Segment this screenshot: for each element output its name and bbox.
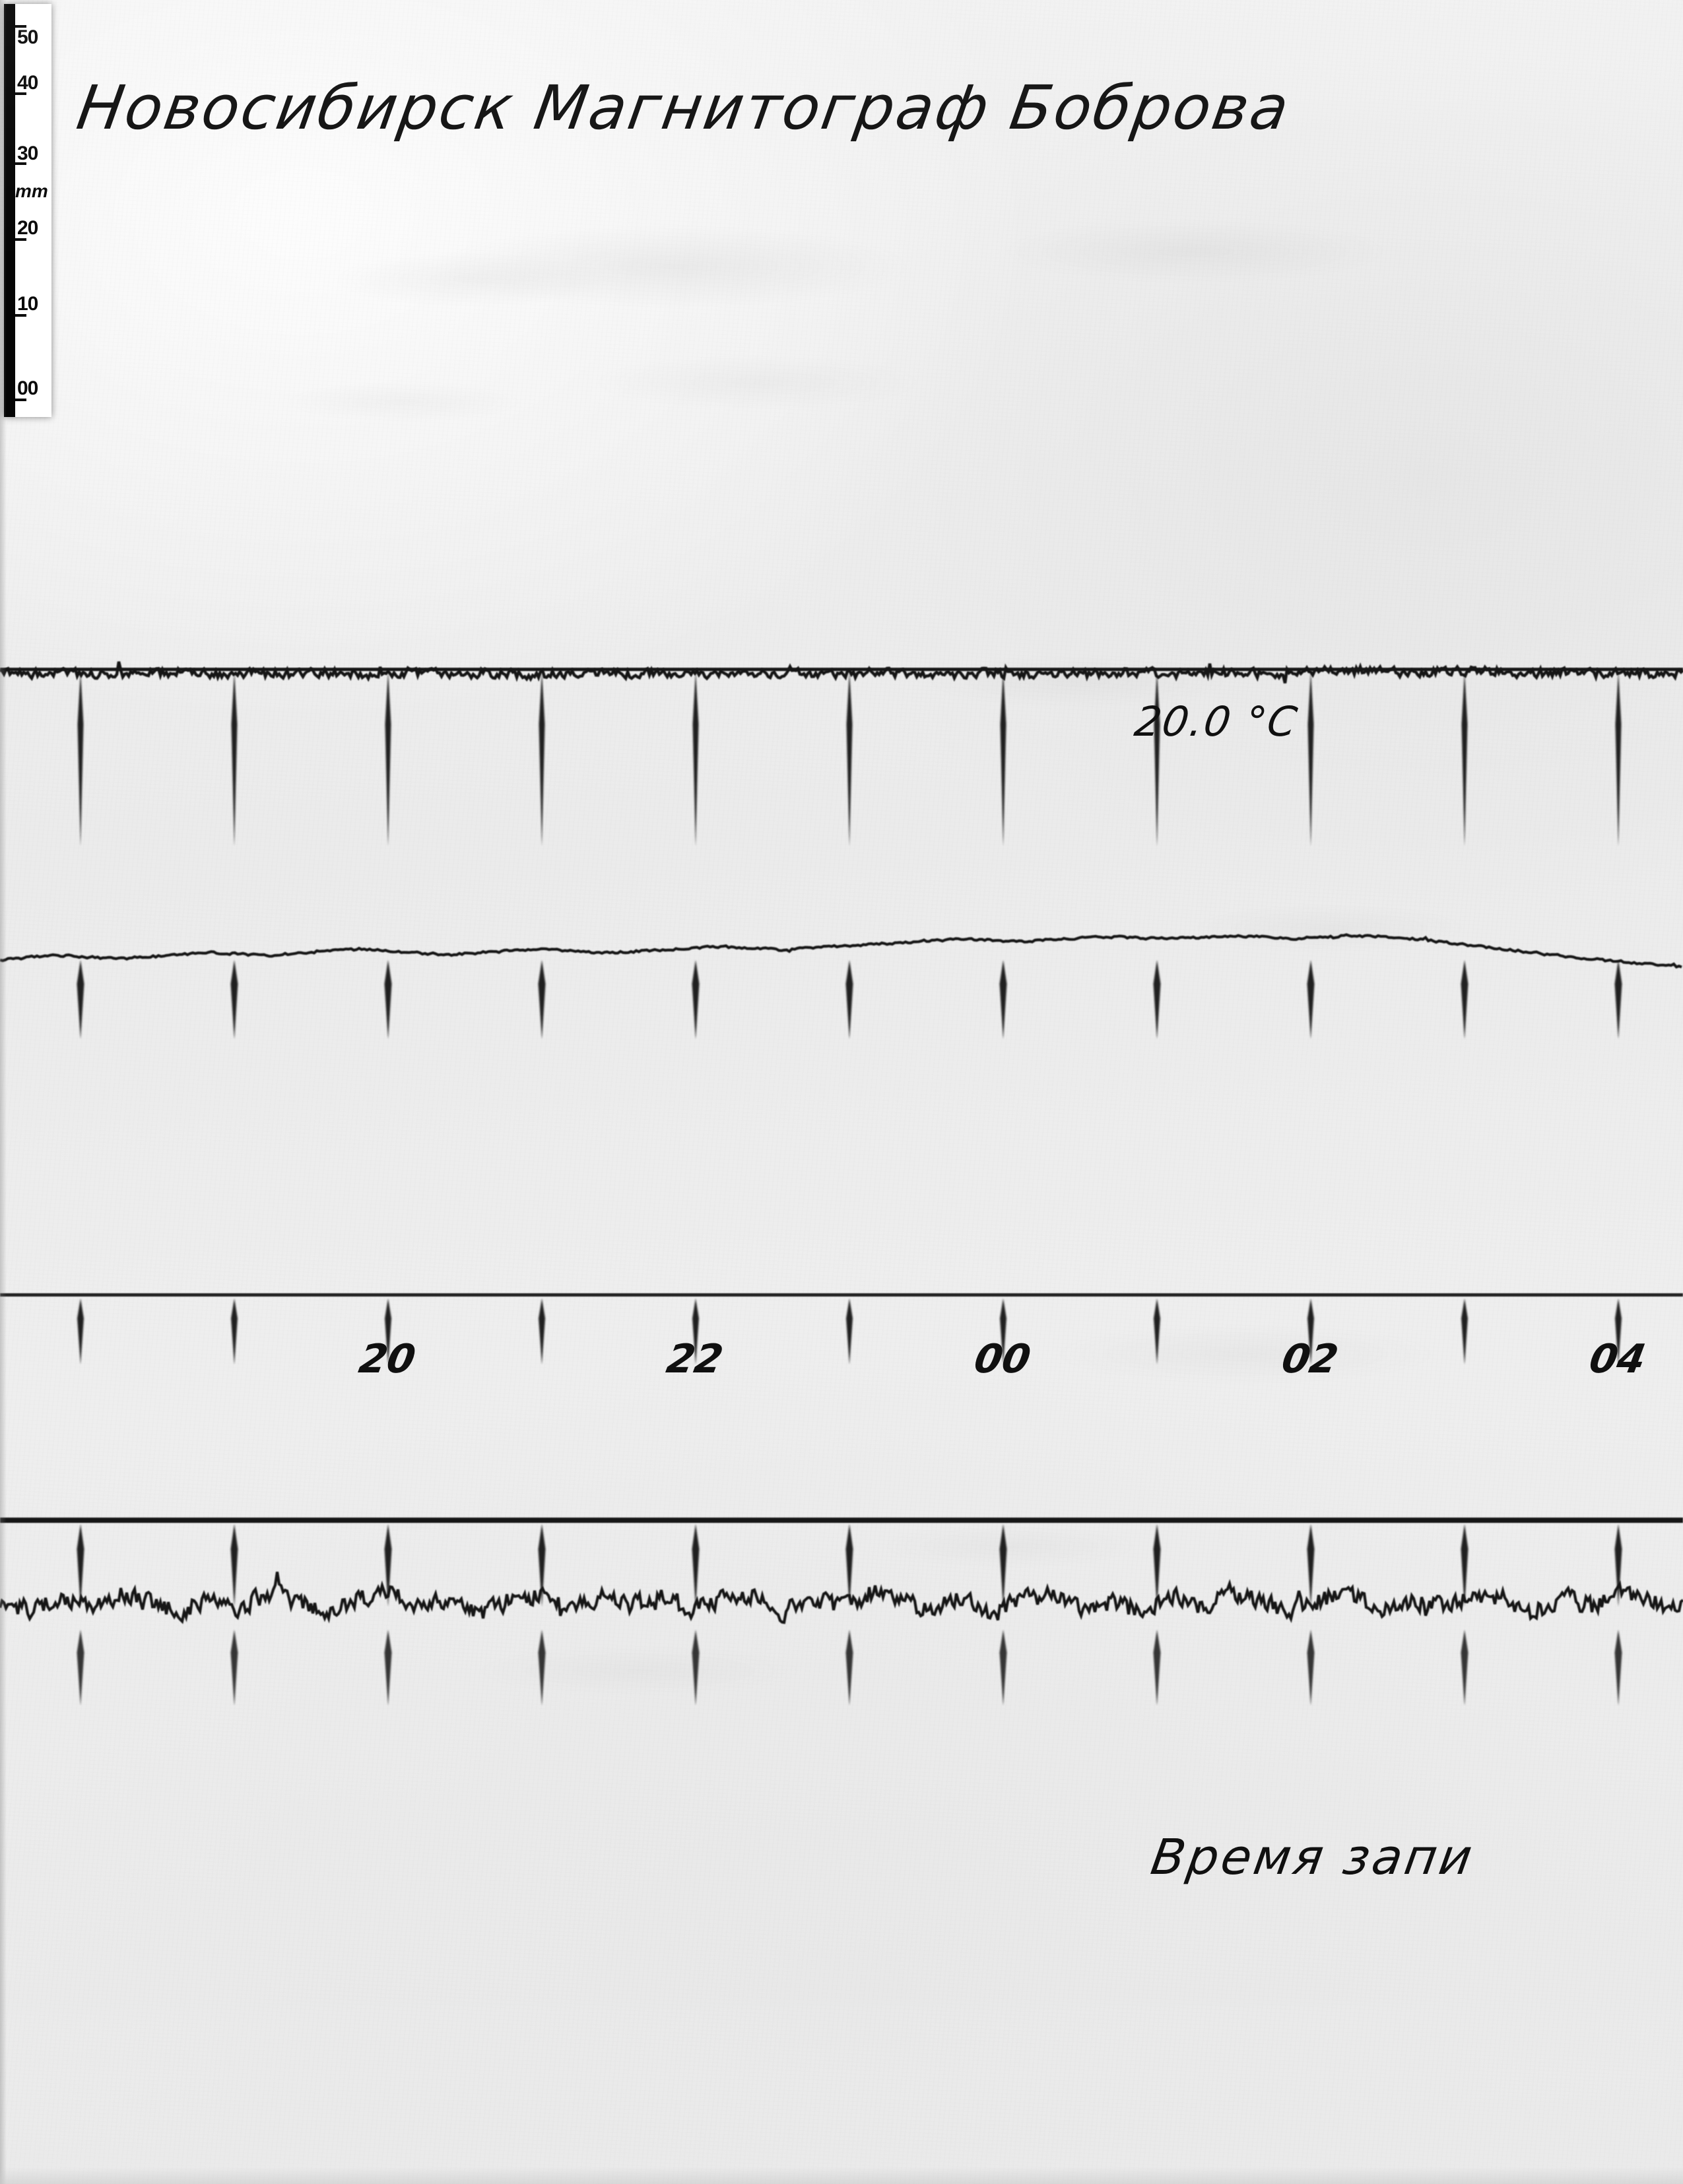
time-axis-label-00: 00 bbox=[970, 1336, 1034, 1382]
hour-tick bbox=[1614, 960, 1622, 1039]
ruler-tick-20 bbox=[15, 238, 26, 241]
hour-tick bbox=[231, 672, 238, 847]
hour-tick bbox=[1000, 672, 1006, 847]
trace-temperature bbox=[0, 661, 1683, 684]
hour-tick bbox=[77, 1299, 84, 1365]
time-axis-label-22: 22 bbox=[663, 1336, 727, 1382]
ruler-tick-50 bbox=[15, 25, 26, 28]
hour-tick bbox=[1307, 672, 1314, 847]
hour-tick bbox=[692, 1630, 700, 1706]
hour-tick bbox=[384, 1524, 392, 1607]
rule-bottom bbox=[0, 1518, 1683, 1523]
hour-tick bbox=[1614, 1630, 1622, 1706]
hour-tick bbox=[539, 1299, 545, 1365]
hour-tick bbox=[1307, 960, 1315, 1039]
hour-tick bbox=[999, 960, 1007, 1039]
hour-ticks-top-trace bbox=[77, 672, 1622, 847]
hour-tick bbox=[1461, 1524, 1468, 1607]
ruler-label-50: 50 bbox=[17, 26, 38, 48]
hour-tick bbox=[692, 672, 699, 847]
hour-tick bbox=[1153, 1630, 1161, 1706]
hour-tick bbox=[538, 1630, 546, 1706]
rule-mid bbox=[0, 1293, 1683, 1297]
hour-tick bbox=[231, 1299, 238, 1365]
hour-tick bbox=[77, 1630, 84, 1706]
ruler-spine bbox=[4, 4, 15, 417]
hour-tick bbox=[1461, 672, 1468, 847]
rule-top bbox=[0, 668, 1683, 671]
hour-tick bbox=[385, 672, 391, 847]
scan-bottom-edge-shadow bbox=[0, 2167, 1683, 2184]
hour-tick bbox=[1307, 1524, 1315, 1607]
hour-ticks-time-axis bbox=[77, 1299, 1622, 1365]
hour-tick bbox=[230, 1524, 238, 1607]
hour-tick bbox=[692, 1524, 700, 1607]
hour-tick bbox=[845, 1630, 853, 1706]
hour-tick bbox=[539, 672, 545, 847]
hour-tick bbox=[1307, 1630, 1315, 1706]
hour-tick bbox=[999, 1630, 1007, 1706]
hour-tick bbox=[538, 1524, 546, 1607]
hour-tick bbox=[1614, 1524, 1622, 1607]
time-axis-label-20: 20 bbox=[355, 1336, 419, 1382]
ruler-unit-label: mm bbox=[15, 181, 48, 201]
mm-ruler: 50 40 30 mm 20 10 00 bbox=[4, 4, 51, 417]
hour-tick bbox=[1461, 1630, 1468, 1706]
hour-tick bbox=[384, 960, 392, 1039]
ruler-tick-30 bbox=[15, 162, 26, 165]
hour-tick bbox=[77, 960, 84, 1039]
recording-time-label: Время запи bbox=[1147, 1829, 1479, 1886]
hour-tick bbox=[846, 1299, 853, 1365]
hour-tick bbox=[692, 960, 700, 1039]
ruler-tick-00 bbox=[15, 399, 26, 401]
ruler-label-00: 00 bbox=[17, 377, 38, 399]
scan-left-edge-shadow bbox=[0, 0, 7, 2184]
hour-tick bbox=[999, 1524, 1007, 1607]
hour-tick bbox=[77, 672, 84, 847]
hour-tick bbox=[845, 960, 853, 1039]
trace-h-component bbox=[0, 933, 1682, 969]
reference-rules bbox=[0, 668, 1683, 1523]
hour-tick bbox=[1461, 960, 1468, 1039]
ruler-label-30: 30 bbox=[17, 143, 38, 164]
page-title: Новосибирск Магнитограф Боброва bbox=[72, 73, 1296, 143]
hour-tick bbox=[846, 672, 853, 847]
hour-tick bbox=[845, 1524, 853, 1607]
hour-ticks-bottom-trace bbox=[77, 1524, 1622, 1706]
hour-tick bbox=[1615, 672, 1622, 847]
ruler-label-40: 40 bbox=[17, 72, 38, 94]
ruler-label-10: 10 bbox=[17, 293, 38, 315]
ruler-tick-40 bbox=[15, 92, 26, 95]
hour-tick bbox=[384, 1630, 392, 1706]
hour-tick bbox=[538, 960, 546, 1039]
hour-ticks-mid-trace bbox=[77, 960, 1622, 1039]
time-axis-label-04: 04 bbox=[1585, 1336, 1649, 1382]
hour-tick bbox=[1154, 1299, 1160, 1365]
hour-tick bbox=[1461, 1299, 1468, 1365]
trace-d-component bbox=[0, 1571, 1683, 1624]
ruler-label-20: 20 bbox=[17, 217, 38, 239]
ruler-tick-10 bbox=[15, 314, 26, 317]
temperature-annotation: 20.0 °C bbox=[1131, 697, 1302, 746]
hour-tick bbox=[1153, 1524, 1161, 1607]
hour-tick bbox=[230, 960, 238, 1039]
hour-tick bbox=[1153, 960, 1161, 1039]
time-axis-label-02: 02 bbox=[1278, 1336, 1342, 1382]
hour-tick bbox=[230, 1630, 238, 1706]
hour-tick bbox=[77, 1524, 84, 1607]
